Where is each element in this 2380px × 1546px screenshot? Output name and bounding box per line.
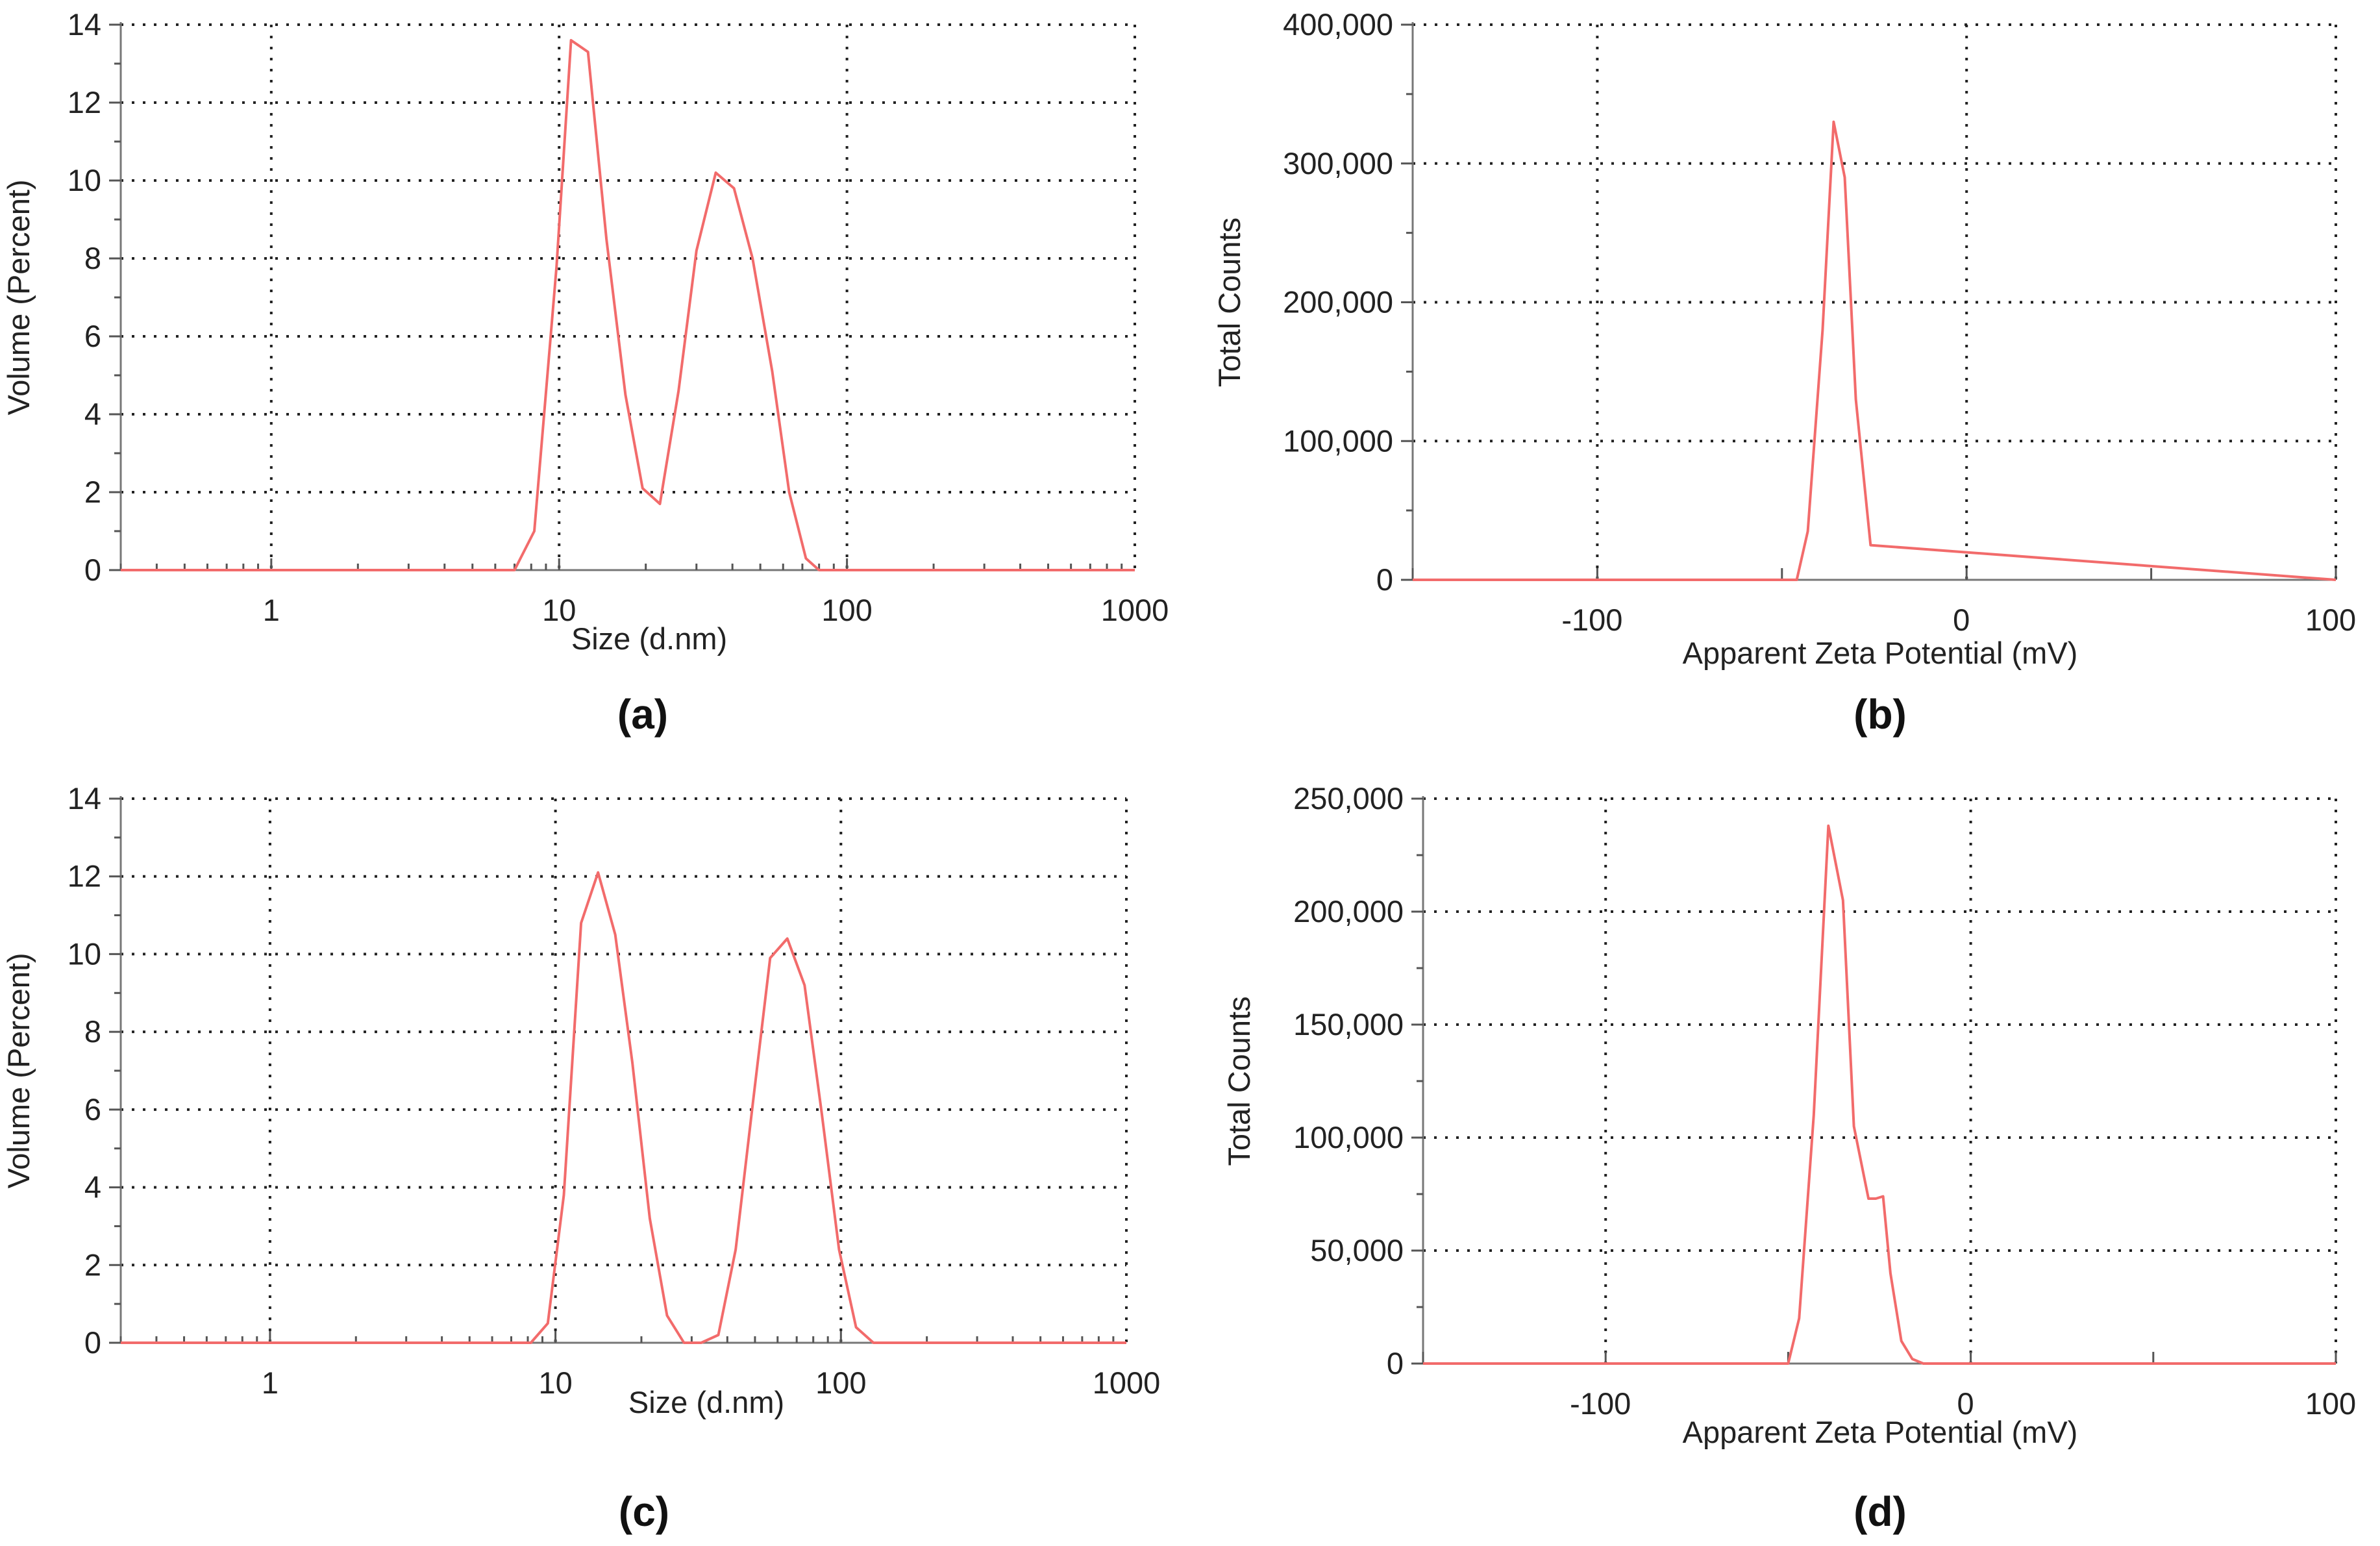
x-axis-label: Apparent Zeta Potential (mV) — [1683, 1415, 2078, 1449]
chart-panel-d: 0 50,000 100,000 150,000 200,000 250,000 -100 0… — [1222, 781, 2356, 1535]
y-tick-label: 6 — [84, 1092, 101, 1127]
y-tick-label: 8 — [84, 1014, 101, 1049]
y-tick-label: 200,000 — [1293, 894, 1404, 929]
panel-label: (a) — [617, 691, 668, 738]
x-tick-label: 100 — [2305, 1386, 2356, 1421]
x-tick-label: -100 — [1561, 603, 1622, 637]
x-tick-label: 0 — [1957, 1386, 1974, 1421]
y-tick-label: 12 — [68, 85, 101, 119]
x-tick-label: 1000 — [1101, 593, 1169, 627]
y-tick-label: 2 — [84, 475, 101, 509]
y-tick-label: 14 — [68, 781, 101, 816]
y-tick-label: 14 — [68, 7, 101, 42]
y-tick-label: 8 — [84, 241, 101, 275]
series-line — [1423, 824, 2336, 1365]
x-tick-label: 0 — [1953, 603, 1970, 637]
panel-label: (c) — [619, 1488, 669, 1535]
y-tick-label: 400,000 — [1283, 7, 1393, 42]
y-tick-label: 0 — [1387, 1346, 1404, 1380]
x-tick-label: 100 — [815, 1365, 866, 1400]
y-axis-label: Volume (Percent) — [1, 179, 36, 415]
y-tick-label: 150,000 — [1293, 1007, 1404, 1041]
chart-panel-c: 0 2 4 6 8 10 12 14 1 10 100 1000 Size (d.nm) Volume (… — [1, 781, 1160, 1535]
y-axis-label: Total Counts — [1222, 996, 1256, 1166]
x-axis-label: Size (d.nm) — [628, 1385, 784, 1419]
y-axis-label: Total Counts — [1212, 218, 1246, 387]
chart-panel-a: 0 2 4 6 8 10 12 14 1 10 100 1000 Size (d.nm) Volume (… — [1, 7, 1169, 738]
y-tick-label: 300,000 — [1283, 146, 1393, 181]
y-tick-label: 4 — [84, 397, 101, 431]
y-tick-label: 4 — [84, 1170, 101, 1204]
y-tick-label: 0 — [84, 1325, 101, 1360]
series-line — [121, 39, 1135, 571]
series-line — [121, 871, 1126, 1344]
x-tick-label: 10 — [538, 1365, 572, 1400]
y-axis-label: Volume (Percent) — [1, 953, 36, 1188]
x-axis-label: Size (d.nm) — [571, 621, 727, 656]
y-tick-label: 6 — [84, 319, 101, 353]
panel-label: (d) — [1853, 1488, 1907, 1535]
y-tick-label: 250,000 — [1293, 781, 1404, 816]
y-tick-label: 0 — [1376, 562, 1393, 597]
x-axis-label: Apparent Zeta Potential (mV) — [1683, 636, 2078, 670]
x-tick-label: 10 — [542, 593, 576, 627]
y-tick-label: 10 — [68, 936, 101, 971]
y-tick-label: 200,000 — [1283, 285, 1393, 319]
series-line — [1413, 120, 2337, 581]
y-tick-label: 12 — [68, 859, 101, 893]
y-tick-label: 10 — [68, 163, 101, 197]
x-tick-label: 1 — [263, 593, 280, 627]
chart-panel-b: 0 100,000 200,000 300,000 400,000 -100 0 100 App… — [1212, 7, 2356, 738]
x-tick-label: 100 — [2305, 603, 2356, 637]
x-tick-label: 1 — [262, 1365, 279, 1400]
y-tick-label: 100,000 — [1293, 1120, 1404, 1154]
y-tick-label: 50,000 — [1310, 1233, 1404, 1267]
y-tick-label: 100,000 — [1283, 423, 1393, 458]
panel-label: (b) — [1853, 691, 1907, 738]
x-tick-label: 100 — [821, 593, 872, 627]
y-tick-label: 0 — [84, 553, 101, 587]
x-tick-label: 1000 — [1093, 1365, 1161, 1400]
x-tick-label: -100 — [1570, 1386, 1631, 1421]
y-tick-label: 2 — [84, 1247, 101, 1282]
